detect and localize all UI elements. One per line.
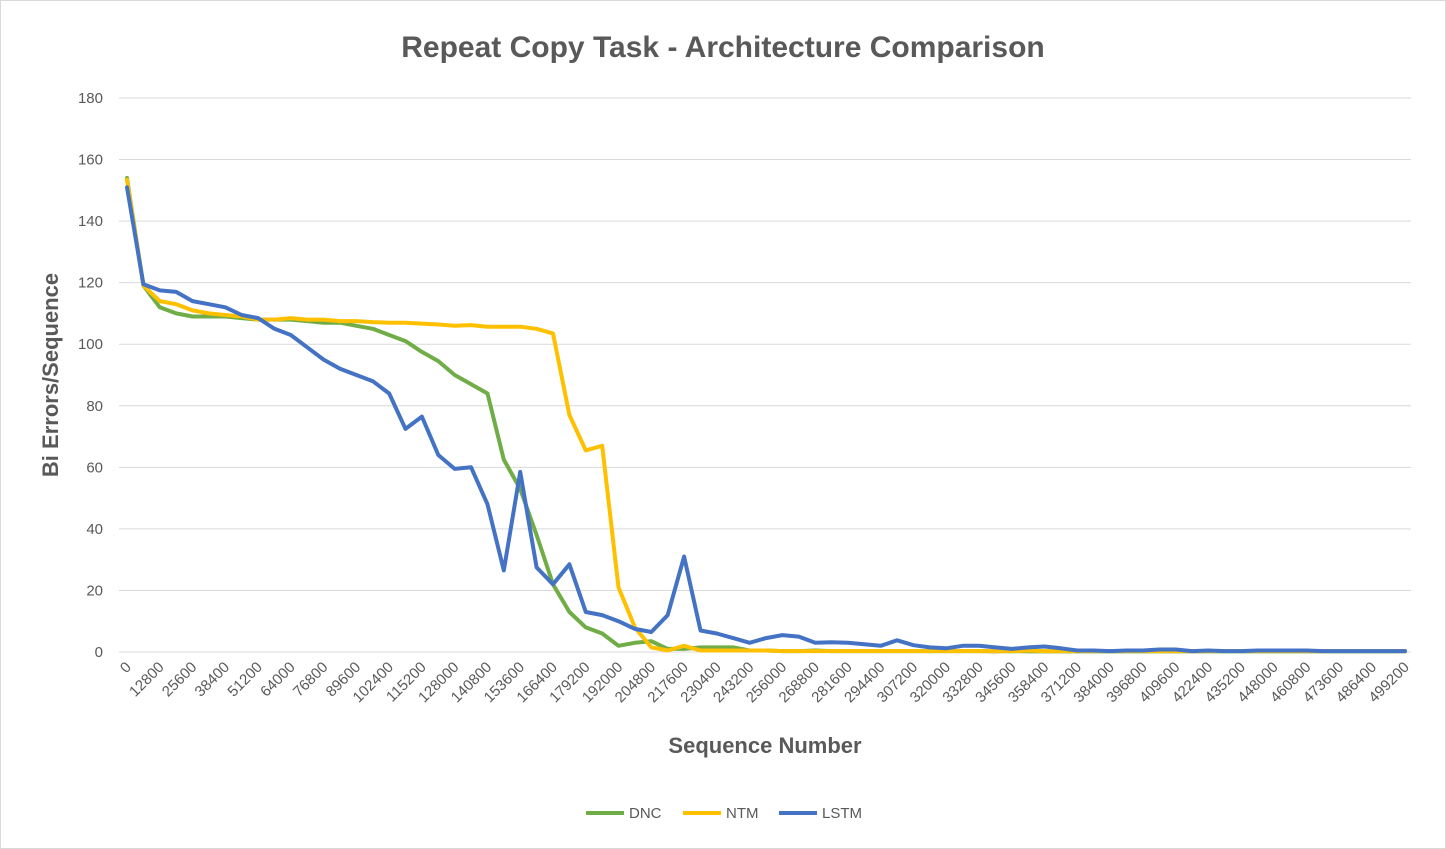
legend: DNC NTM LSTM <box>586 805 862 822</box>
series-line-ntm <box>125 177 1407 654</box>
x-axis-title: Sequence Number <box>668 733 862 758</box>
y-tick-label: 100 <box>78 336 103 353</box>
x-tick-label: 64000 <box>257 659 299 701</box>
x-tick-label: 38400 <box>192 659 234 701</box>
y-tick-label: 80 <box>86 398 103 415</box>
y-axis-title: Bi Errors/Sequence <box>38 273 63 477</box>
y-axis-ticks: 0 20 40 60 80 100 120 140 160 180 <box>78 90 103 661</box>
y-tick-label: 0 <box>95 644 103 661</box>
y-tick-label: 40 <box>86 521 103 538</box>
y-tick-label: 160 <box>78 152 103 169</box>
y-tick-label: 120 <box>78 275 103 292</box>
y-tick-label: 60 <box>86 459 103 476</box>
x-axis-ticks: 0128002560038400512006400076800896001024… <box>117 659 1413 706</box>
x-tick-label: 51200 <box>224 659 266 701</box>
y-tick-label: 180 <box>78 90 103 107</box>
legend-label-dnc: DNC <box>629 805 662 822</box>
series-line-lstm <box>125 185 1407 654</box>
x-tick-label: 12800 <box>126 659 168 701</box>
series-line-dnc <box>125 176 1407 654</box>
y-tick-label: 140 <box>78 213 103 230</box>
gridlines <box>119 97 1411 653</box>
x-tick-label: 0 <box>117 659 135 677</box>
x-tick-label: 76800 <box>290 659 332 701</box>
legend-label-lstm: LSTM <box>822 805 862 822</box>
y-tick-label: 20 <box>86 582 103 599</box>
series-lines <box>125 176 1407 654</box>
legend-label-ntm: NTM <box>726 805 759 822</box>
chart-title: Repeat Copy Task - Architecture Comparis… <box>401 31 1044 64</box>
x-tick-label: 25600 <box>159 659 201 701</box>
